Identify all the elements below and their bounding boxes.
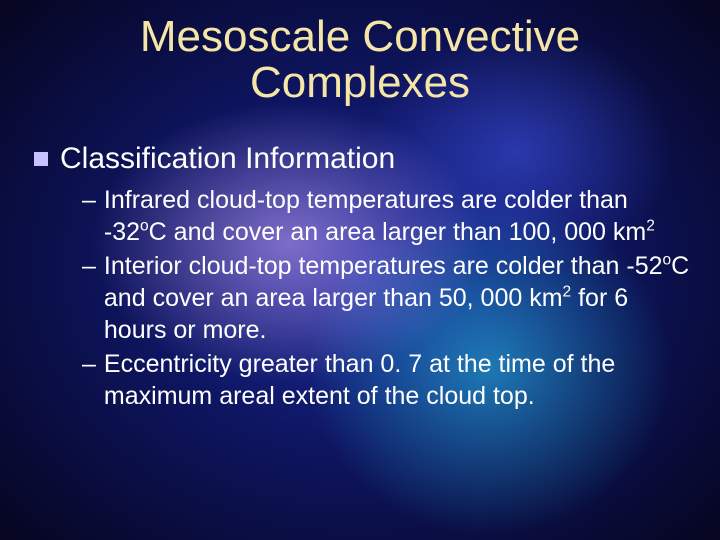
superscript: 2 <box>646 217 655 234</box>
slide: Mesoscale Convective Complexes Classific… <box>0 0 720 540</box>
level2-item: – Interior cloud-top temperatures are co… <box>82 250 690 346</box>
level2-text: Eccentricity greater than 0. 7 at the ti… <box>104 348 690 412</box>
level2-list: – Infrared cloud-top temperatures are co… <box>82 184 690 412</box>
level2-text: Infrared cloud-top temperatures are cold… <box>104 184 690 248</box>
title-line-1: Mesoscale Convective <box>140 12 580 61</box>
text-fragment: Interior cloud-top temperatures are cold… <box>104 252 663 280</box>
dash-bullet-icon: – <box>82 348 96 380</box>
level2-text: Interior cloud-top temperatures are cold… <box>104 250 690 346</box>
square-bullet-icon <box>34 152 48 166</box>
superscript: 2 <box>563 283 572 300</box>
dash-bullet-icon: – <box>82 250 96 282</box>
superscript: o <box>663 251 672 268</box>
level2-item: – Infrared cloud-top temperatures are co… <box>82 184 690 248</box>
slide-title: Mesoscale Convective Complexes <box>0 14 720 106</box>
title-line-2: Complexes <box>250 58 470 107</box>
text-fragment: Eccentricity greater than 0. 7 at the ti… <box>104 350 615 410</box>
level1-item: Classification Information <box>34 140 690 178</box>
text-fragment: C and cover an area larger than 100, 000… <box>149 218 647 246</box>
slide-body: Classification Information – Infrared cl… <box>34 140 690 414</box>
superscript: o <box>140 217 149 234</box>
level2-item: – Eccentricity greater than 0. 7 at the … <box>82 348 690 412</box>
level1-heading: Classification Information <box>60 140 395 178</box>
dash-bullet-icon: – <box>82 184 96 216</box>
